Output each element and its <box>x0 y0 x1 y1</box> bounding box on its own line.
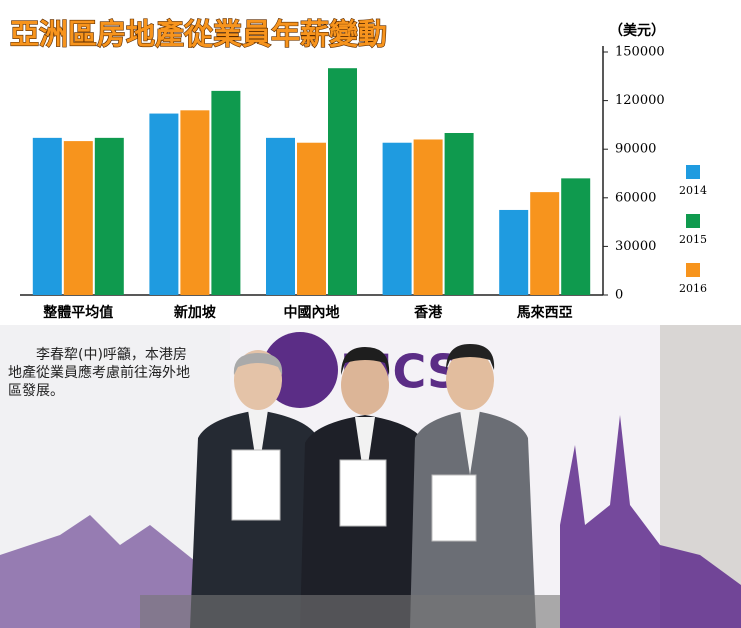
bar <box>266 137 295 295</box>
legend-swatch <box>686 214 700 228</box>
photo: RICS <box>0 325 741 628</box>
x-tick-label: 新加坡 <box>174 304 217 321</box>
bar <box>328 68 357 295</box>
bar <box>180 110 210 295</box>
person-left <box>190 350 328 628</box>
person-middle <box>300 347 430 628</box>
legend-label: 2014 <box>679 184 707 197</box>
bar <box>211 90 241 295</box>
chart-title: 亞洲區房地產從業員年薪變動 <box>10 17 387 51</box>
bar <box>149 113 179 295</box>
y-tick-label: 30000 <box>615 239 656 254</box>
y-tick-label: 0 <box>615 288 623 303</box>
chart: 亞洲區房地產從業員年薪變動 （美元） 0 30000 60000 90000 12000… <box>9 16 707 321</box>
bar <box>94 137 124 295</box>
y-tick-label: 60000 <box>615 190 656 205</box>
y-tick-label: 120000 <box>615 93 665 108</box>
y-axis-label: （美元） <box>609 22 665 39</box>
x-tick-label: 整體平均值 <box>42 304 113 321</box>
x-tick-label: 馬來西亞 <box>517 304 573 321</box>
legend-swatch <box>686 263 700 277</box>
y-tick-label: 150000 <box>615 45 665 60</box>
bar <box>561 178 591 295</box>
x-tick-label: 香港 <box>413 304 443 321</box>
legend-swatch <box>686 165 700 179</box>
x-tick-label: 中國內地 <box>284 304 340 321</box>
bar <box>444 133 474 295</box>
legend-label: 2016 <box>679 282 707 295</box>
person-right <box>410 344 536 628</box>
bar <box>63 141 93 295</box>
bar <box>32 137 62 295</box>
y-tick-label: 90000 <box>615 142 656 157</box>
bar <box>413 139 443 295</box>
bar <box>297 142 326 295</box>
bar <box>382 142 412 295</box>
bar <box>530 192 560 295</box>
legend-label: 2015 <box>679 233 707 246</box>
bar <box>499 209 529 295</box>
caption: 李春犂(中)呼籲，本港房地產從業員應考慮前往海外地區發展。 <box>8 347 190 399</box>
